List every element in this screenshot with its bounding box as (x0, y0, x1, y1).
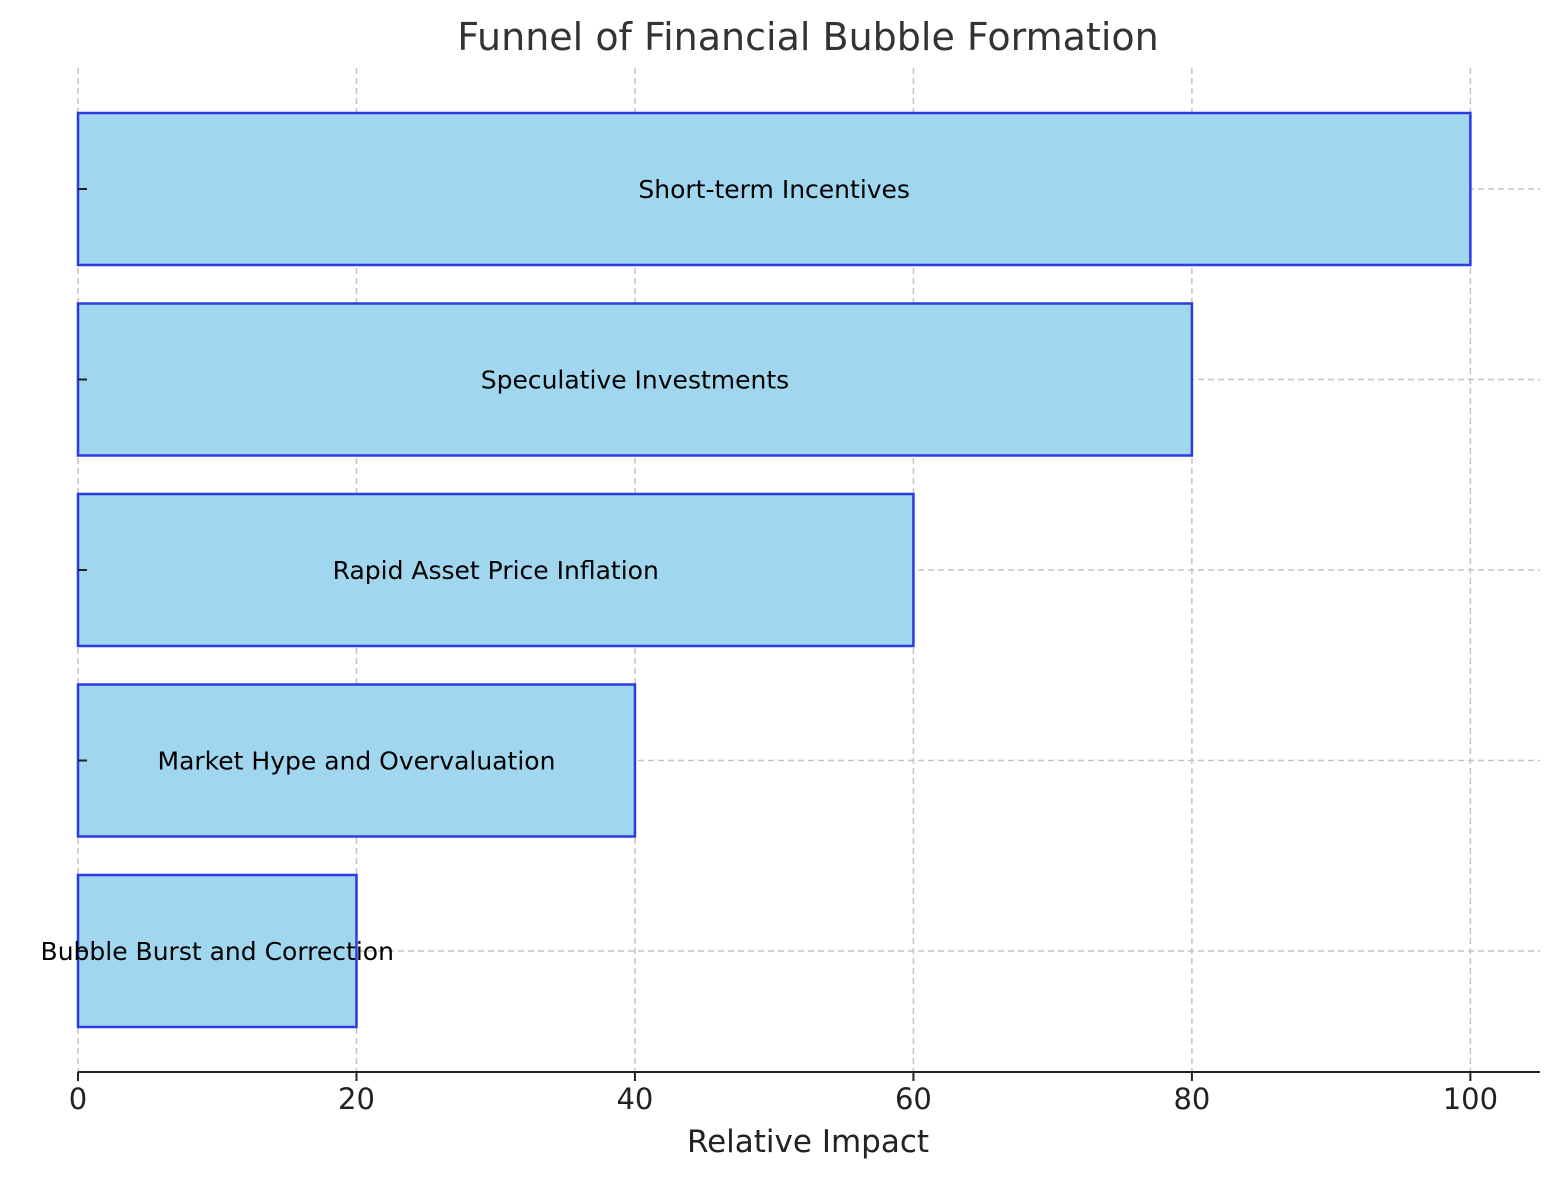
x-axis-label: Relative Impact (687, 1124, 929, 1160)
bars: Short-term Incentives Speculative Investm… (41, 111, 1472, 1029)
bar-label: Market Hype and Overvaluation (158, 747, 556, 776)
x-tick-label: 0 (69, 1082, 87, 1116)
x-axis: 0 20 40 60 80 100 (69, 1071, 1540, 1116)
x-tick-label: 60 (895, 1082, 932, 1116)
bar (76, 492, 915, 648)
chart-title: Funnel of Financial Bubble Formation (457, 15, 1158, 59)
bar (76, 111, 1472, 267)
bar (76, 873, 358, 1029)
x-tick-label: 80 (1173, 1082, 1210, 1116)
x-tick-label: 40 (616, 1082, 653, 1116)
bar-label: Bubble Burst and Correction (41, 937, 394, 966)
bar-label: Short-term Incentives (638, 175, 910, 204)
bar-label: Speculative Investments (481, 366, 789, 395)
bar-label: Rapid Asset Price Inflation (333, 556, 659, 585)
x-tick-label: 20 (338, 1082, 375, 1116)
x-tick-label: 100 (1443, 1082, 1498, 1116)
